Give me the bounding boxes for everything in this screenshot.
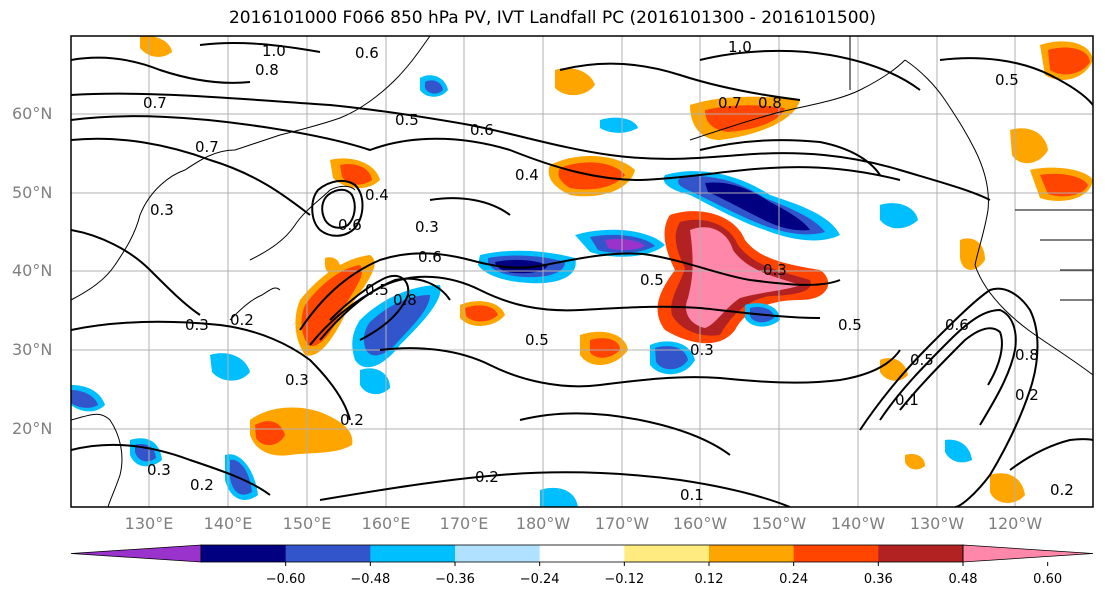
colorbar: [70, 544, 1094, 566]
colorbar-swatch: [624, 545, 710, 562]
contour-label: 0.2: [340, 411, 364, 429]
colorbar-tick-label: −0.48: [350, 572, 391, 587]
colorbar-tick-label: 0.48: [948, 572, 978, 587]
contour-label: 0.6: [355, 44, 379, 62]
pv-contours: [71, 42, 1093, 507]
colorbar-swatch: [793, 545, 879, 562]
colorbar-swatch: [878, 545, 964, 562]
lon-label: 170°W: [594, 514, 650, 533]
contour-label: 0.2: [475, 468, 499, 486]
map-frame: [70, 35, 1094, 508]
colorbar-tick-label: −0.36: [435, 572, 475, 587]
colorbar-extend-high: [962, 544, 1094, 563]
contour-label: 0.5: [365, 281, 389, 299]
contour-label: 0.3: [150, 201, 174, 219]
colorbar-tick-label: −0.24: [519, 572, 560, 587]
contour-label: 0.3: [763, 261, 787, 279]
lon-label: 160°W: [672, 514, 728, 533]
contour-label: 0.4: [365, 186, 389, 204]
contour-labels: 1.0 0.8 0.7 0.7 0.6 0.5 0.6 0.4 0.6 0.3 …: [143, 38, 1074, 504]
lon-label: 130°E: [124, 514, 174, 533]
lon-label: 130°W: [909, 514, 965, 533]
contour-label: 0.8: [758, 94, 782, 112]
contour-label: 0.3: [415, 218, 439, 236]
colorbar-swatch: [455, 545, 541, 562]
contour-label: 0.7: [143, 94, 167, 112]
contour-label: 0.6: [418, 248, 442, 266]
colorbar-outline: [200, 544, 964, 563]
contour-label: 0.7: [195, 138, 219, 156]
lon-label: 180°W: [515, 514, 571, 533]
colorbar-swatch: [285, 545, 371, 562]
contour-label: 1.0: [262, 42, 286, 60]
contour-label: 0.1: [895, 391, 919, 409]
contour-label: 0.5: [525, 331, 549, 349]
lon-label: 150°W: [751, 514, 807, 533]
lat-label: 30°N: [12, 340, 53, 359]
contour-label: 0.8: [1015, 346, 1039, 364]
contour-label: 0.3: [147, 461, 171, 479]
lon-label: 120°W: [987, 514, 1043, 533]
colorbar-swatch: [539, 545, 625, 562]
contour-label: 0.5: [838, 316, 862, 334]
lon-label: 150°E: [282, 514, 332, 533]
colorbar-tick-label: −0.60: [265, 572, 306, 587]
lon-label: 170°E: [439, 514, 489, 533]
colorbar-swatch: [201, 545, 287, 562]
map-title: 2016101000 F066 850 hPa PV, IVT Landfall…: [228, 8, 876, 28]
colorbar-tick-label: 0.60: [1033, 572, 1063, 587]
lat-label: 60°N: [12, 104, 53, 123]
lon-label: 140°W: [830, 514, 886, 533]
lat-label: 40°N: [12, 261, 53, 280]
colorbar-swatch: [370, 545, 456, 562]
contour-label: 0.2: [230, 311, 254, 329]
contour-label: 0.5: [995, 71, 1019, 89]
lat-label: 50°N: [12, 183, 53, 202]
contour-label: 0.6: [945, 316, 969, 334]
contour-label: 0.5: [395, 111, 419, 129]
contour-label: 0.1: [680, 486, 704, 504]
contour-label: 0.6: [338, 216, 362, 234]
colorbar-extend-low: [70, 544, 202, 563]
colorbar-swatch: [709, 545, 795, 562]
contour-label: 0.8: [393, 291, 417, 309]
contour-label: 0.3: [690, 341, 714, 359]
contour-label: 0.6: [470, 121, 494, 139]
colorbar-tick-label: 0.12: [694, 572, 724, 587]
contour-label: 0.4: [515, 166, 539, 184]
colorbar-tick-label: −0.12: [604, 572, 645, 587]
lat-label: 20°N: [12, 419, 53, 438]
contour-label: 0.7: [718, 94, 742, 112]
colorbar-tick-label: 0.36: [863, 572, 893, 587]
contour-label: 0.2: [190, 476, 214, 494]
lon-label: 140°E: [203, 514, 253, 533]
graticule: [71, 36, 1093, 507]
contour-label: 0.5: [910, 351, 934, 369]
contour-label: 0.3: [285, 371, 309, 389]
contour-label: 0.5: [640, 271, 664, 289]
contour-label: 0.3: [185, 316, 209, 334]
contour-label: 0.8: [255, 61, 279, 79]
contour-label: 1.0: [728, 38, 752, 56]
contour-label: 0.2: [1050, 481, 1074, 499]
lon-label: 160°E: [361, 514, 411, 533]
contour-label: 0.2: [1015, 386, 1039, 404]
colorbar-tick-label: 0.24: [779, 572, 809, 587]
